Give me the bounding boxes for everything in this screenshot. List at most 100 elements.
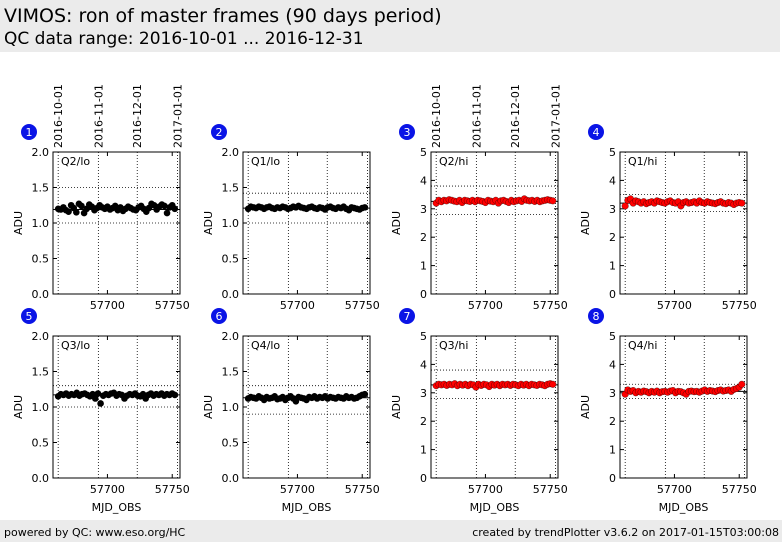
plot-1-point: [161, 202, 168, 210]
plot-1-point: [65, 208, 72, 215]
plot-4-ytick-label-1: 1: [609, 260, 616, 273]
plot-1-xtick-label-0: 57700: [90, 299, 125, 312]
plot-4-ytick-label-5: 5: [609, 146, 616, 159]
plot-3-date-label-2: 2016-11-01: [470, 84, 483, 148]
plot-1-badge: [21, 124, 37, 140]
plot-3-ytick-label-3: 3: [420, 203, 427, 216]
plot-2-ylabel: ADU: [202, 211, 215, 235]
plot-3-ytick-label-0: 0: [420, 288, 427, 301]
plot-6-ytick-label-1: 0.5: [222, 437, 240, 450]
plot-5-badge: [21, 308, 37, 324]
footer: powered by QC: www.eso.org/HC created by…: [0, 520, 782, 542]
plot-2-ytick-label-3: 1.5: [222, 182, 240, 195]
plot-8-ytick-label-5: 5: [609, 330, 616, 343]
plot-7-ytick-label-5: 5: [420, 330, 427, 343]
plot-4-ytick-label-3: 3: [609, 203, 616, 216]
plot-4-point: [738, 199, 746, 207]
plot-7-ytick-label-2: 2: [420, 415, 427, 428]
plot-4-ylabel: ADU: [579, 211, 592, 235]
plot-5-ytick-label-4: 2.0: [32, 330, 50, 343]
plot-6-series-label: Q4/lo: [251, 339, 280, 352]
plot-4-ytick-label-4: 4: [609, 174, 616, 187]
plot-5-point: [97, 400, 104, 407]
plot-6-xtick-label-1: 57750: [345, 483, 380, 496]
plot-3-ytick-label-4: 4: [420, 174, 427, 187]
plot-2-series-label: Q1/lo: [251, 155, 280, 168]
plot-3-date-label-3: 2016-12-01: [509, 84, 522, 148]
plot-1-point: [73, 209, 80, 216]
plot-5-ytick-label-3: 1.5: [32, 366, 50, 379]
plot-5-point: [171, 391, 179, 399]
plot-7-point: [549, 380, 557, 388]
plot-3-date-label-4: 2017-01-01: [549, 84, 562, 148]
plot-1-point: [163, 209, 171, 217]
plot-7-ylabel: ADU: [390, 395, 403, 419]
plot-4-ytick-label-2: 2: [609, 231, 616, 244]
plot-3-ytick-label-2: 2: [420, 231, 427, 244]
plot-8-ytick-label-4: 4: [609, 358, 616, 371]
plot-5-badge-number: 5: [26, 310, 33, 323]
plot-grid: 1 0.0 0.5 1.0 1.5 2.0 57700 57750 Q2/lo ADU 2016-1…: [12, 84, 757, 514]
plot-6-badge-number: 6: [216, 310, 223, 323]
plot-4-frame: [619, 151, 748, 295]
plot-6-ytick-label-4: 2.0: [222, 330, 240, 343]
plot-8-ylabel: ADU: [579, 395, 592, 419]
plot-4-xtick-label-0: 57700: [657, 299, 692, 312]
plot-2-xtick-label-1: 57750: [345, 299, 380, 312]
plot-3-ylabel: ADU: [390, 211, 403, 235]
plot-7-series-label: Q3/hi: [439, 339, 468, 352]
plot-2-ytick-label-4: 2.0: [222, 146, 240, 159]
plot-6-xlabel: MJD_OBS: [282, 501, 332, 514]
plot-1-date-label-4: 2017-01-01: [171, 84, 184, 148]
plot-8-badge: [588, 308, 604, 324]
plot-1-ytick-label-0: 0.0: [32, 288, 50, 301]
plot-1-ytick-label-1: 0.5: [32, 253, 50, 266]
plot-3-badge: [399, 124, 415, 140]
plot-2-xtick-label-0: 57700: [280, 299, 315, 312]
plot-4-xtick-label-1: 57750: [722, 299, 757, 312]
plot-8-ytick-label-2: 2: [609, 415, 616, 428]
plot-2-ytick-label-1: 0.5: [222, 253, 240, 266]
plot-1-ylabel: ADU: [12, 211, 25, 235]
plot-6-frame: [242, 335, 371, 479]
plot-1-ytick-label-3: 1.5: [32, 182, 50, 195]
page-subtitle: QC data range: 2016-10-01 ... 2016-12-31: [4, 29, 364, 49]
plot-5-ytick-label-1: 0.5: [32, 437, 50, 450]
plot-1-date-label-3: 2016-12-01: [131, 84, 144, 148]
header: VIMOS: ron of master frames (90 days per…: [0, 0, 780, 52]
plot-1-xtick-label-1: 57750: [155, 299, 190, 312]
plot-7-ytick-label-4: 4: [420, 358, 427, 371]
plot-4-point: [621, 202, 629, 210]
plot-2-ytick-label-0: 0.0: [222, 288, 240, 301]
plot-2-point: [361, 204, 369, 211]
page-title: VIMOS: ron of master frames (90 days per…: [4, 5, 442, 27]
plot-7-badge: [399, 308, 415, 324]
plot-1-series-label: Q2/lo: [61, 155, 90, 168]
plot-6-point: [361, 390, 369, 398]
plot-5-ylabel: ADU: [12, 395, 25, 419]
plot-8-xlabel: MJD_OBS: [659, 501, 709, 514]
plot-1-badge-number: 1: [26, 126, 33, 139]
plot-3-xtick-label-0: 57700: [468, 299, 503, 312]
plot-1-point: [78, 202, 85, 210]
plot-1-ytick-label-4: 2.0: [32, 146, 50, 159]
plot-8-badge-number: 8: [593, 310, 600, 323]
plot-8-point: [738, 380, 746, 388]
plot-6-ytick-label-0: 0.0: [222, 472, 240, 485]
plot-8-frame: [619, 335, 748, 479]
plot-4-series-label: Q1/hi: [628, 155, 657, 168]
footer-credit: powered by QC: www.eso.org/HC: [4, 526, 186, 539]
plot-3-ytick-label-5: 5: [420, 146, 427, 159]
plot-6-ytick-label-2: 1.0: [222, 401, 240, 414]
plot-3-date-label-1: 2016-10-01: [430, 84, 443, 148]
plot-7-ytick-label-3: 3: [420, 387, 427, 400]
plot-4-badge-number: 4: [593, 126, 600, 139]
plot-7-ytick-label-0: 0: [420, 472, 427, 485]
plot-2-badge-number: 2: [216, 126, 223, 139]
plot-5-point: [91, 395, 99, 402]
plot-5-xtick-label-1: 57750: [155, 483, 190, 496]
plot-4-ytick-label-0: 0: [609, 288, 616, 301]
plot-3-xtick-label-1: 57750: [533, 299, 568, 312]
plot-5-series-label: Q3/lo: [61, 339, 90, 352]
plot-5-xlabel: MJD_OBS: [92, 501, 142, 514]
